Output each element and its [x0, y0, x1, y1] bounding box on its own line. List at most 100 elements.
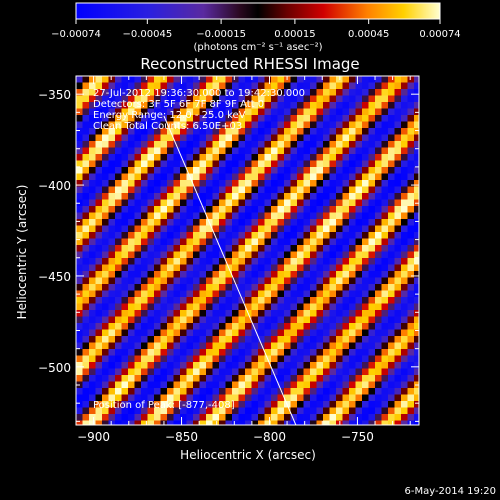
heatmap-cell — [277, 349, 285, 357]
heatmap-cell — [206, 362, 214, 370]
heatmap-cell — [121, 284, 129, 292]
heatmap-cell — [82, 134, 90, 142]
heatmap-cell — [147, 89, 155, 97]
heatmap-cell — [375, 128, 383, 136]
heatmap-cell — [147, 167, 155, 175]
heatmap-cell — [212, 401, 220, 409]
heatmap-cell — [193, 394, 201, 402]
heatmap-cell — [355, 284, 363, 292]
heatmap-cell — [258, 284, 266, 292]
heatmap-cell — [329, 368, 337, 376]
heatmap-cell — [147, 316, 155, 324]
heatmap-cell — [212, 297, 220, 305]
heatmap-cell — [180, 115, 188, 123]
heatmap-cell — [95, 199, 103, 207]
heatmap-cell — [297, 121, 305, 129]
heatmap-cell — [271, 115, 279, 123]
heatmap-cell — [180, 180, 188, 188]
heatmap-cell — [199, 167, 207, 175]
heatmap-cell — [284, 323, 292, 331]
heatmap-cell — [355, 238, 363, 246]
heatmap-cell — [310, 89, 318, 97]
heatmap-cell — [154, 219, 162, 227]
heatmap-cell — [381, 316, 389, 324]
heatmap-cell — [310, 362, 318, 370]
heatmap-cell — [323, 82, 331, 90]
heatmap-cell — [284, 388, 292, 396]
heatmap-cell — [108, 206, 116, 214]
heatmap-cell — [414, 407, 419, 415]
heatmap-cell — [141, 232, 149, 240]
heatmap-cell — [160, 323, 168, 331]
heatmap-cell — [82, 420, 90, 425]
heatmap-cell — [232, 355, 240, 363]
heatmap-cell — [128, 134, 136, 142]
heatmap-cell — [167, 134, 175, 142]
heatmap-cell — [316, 388, 324, 396]
heatmap-cell — [167, 173, 175, 181]
heatmap-cell — [225, 290, 233, 298]
heatmap-cell — [407, 134, 415, 142]
heatmap-cell — [414, 225, 419, 233]
heatmap-cell — [147, 349, 155, 357]
heatmap-cell — [186, 251, 194, 259]
heatmap-cell — [147, 362, 155, 370]
heatmap-cell — [394, 329, 402, 337]
heatmap-cell — [355, 160, 363, 168]
heatmap-cell — [342, 407, 350, 415]
heatmap-cell — [193, 167, 201, 175]
heatmap-cell — [206, 206, 214, 214]
heatmap-cell — [134, 349, 142, 357]
heatmap-cell — [414, 180, 419, 188]
heatmap-cell — [271, 154, 279, 162]
footer-timestamp: 6-May-2014 19:20 — [404, 486, 496, 497]
heatmap-cell — [407, 407, 415, 415]
heatmap-cell — [206, 186, 214, 194]
heatmap-cell — [206, 264, 214, 272]
heatmap-cell — [206, 349, 214, 357]
heatmap-cell — [375, 167, 383, 175]
heatmap-cell — [102, 388, 110, 396]
heatmap-cell — [225, 173, 233, 181]
heatmap-cell — [329, 271, 337, 279]
heatmap-cell — [89, 414, 97, 422]
heatmap-cell — [76, 407, 84, 415]
heatmap-cell — [401, 368, 409, 376]
heatmap-cell — [219, 368, 227, 376]
heatmap-cell — [134, 193, 142, 201]
heatmap-cell — [407, 401, 415, 409]
heatmap-cell — [414, 219, 419, 227]
heatmap-cell — [264, 212, 272, 220]
heatmap-cell — [82, 251, 90, 259]
heatmap-cell — [336, 329, 344, 337]
heatmap-cell — [258, 394, 266, 402]
peak-position-label: Position of Peak: [-877,-408] — [93, 400, 235, 411]
heatmap-cell — [407, 219, 415, 227]
heatmap-cell — [355, 290, 363, 298]
heatmap-cell — [108, 232, 116, 240]
heatmap-cell — [381, 128, 389, 136]
heatmap-cell — [128, 167, 136, 175]
heatmap-cell — [95, 362, 103, 370]
heatmap-cell — [414, 329, 419, 337]
heatmap-cell — [238, 310, 246, 318]
heatmap-cell — [316, 251, 324, 259]
heatmap-cell — [212, 180, 220, 188]
heatmap-cell — [401, 212, 409, 220]
heatmap-cell — [245, 362, 253, 370]
heatmap-cell — [115, 134, 123, 142]
heatmap-cell — [284, 115, 292, 123]
heatmap-cell — [368, 173, 376, 181]
heatmap-cell — [186, 407, 194, 415]
heatmap-cell — [232, 394, 240, 402]
heatmap-cell — [141, 82, 149, 90]
heatmap-cell — [141, 329, 149, 337]
heatmap-cell — [258, 76, 266, 84]
heatmap-cell — [173, 290, 181, 298]
heatmap-cell — [219, 316, 227, 324]
heatmap-cell — [414, 388, 419, 396]
heatmap-cell — [407, 82, 415, 90]
heatmap-cell — [108, 134, 116, 142]
heatmap-cell — [82, 394, 90, 402]
heatmap-cell — [212, 115, 220, 123]
